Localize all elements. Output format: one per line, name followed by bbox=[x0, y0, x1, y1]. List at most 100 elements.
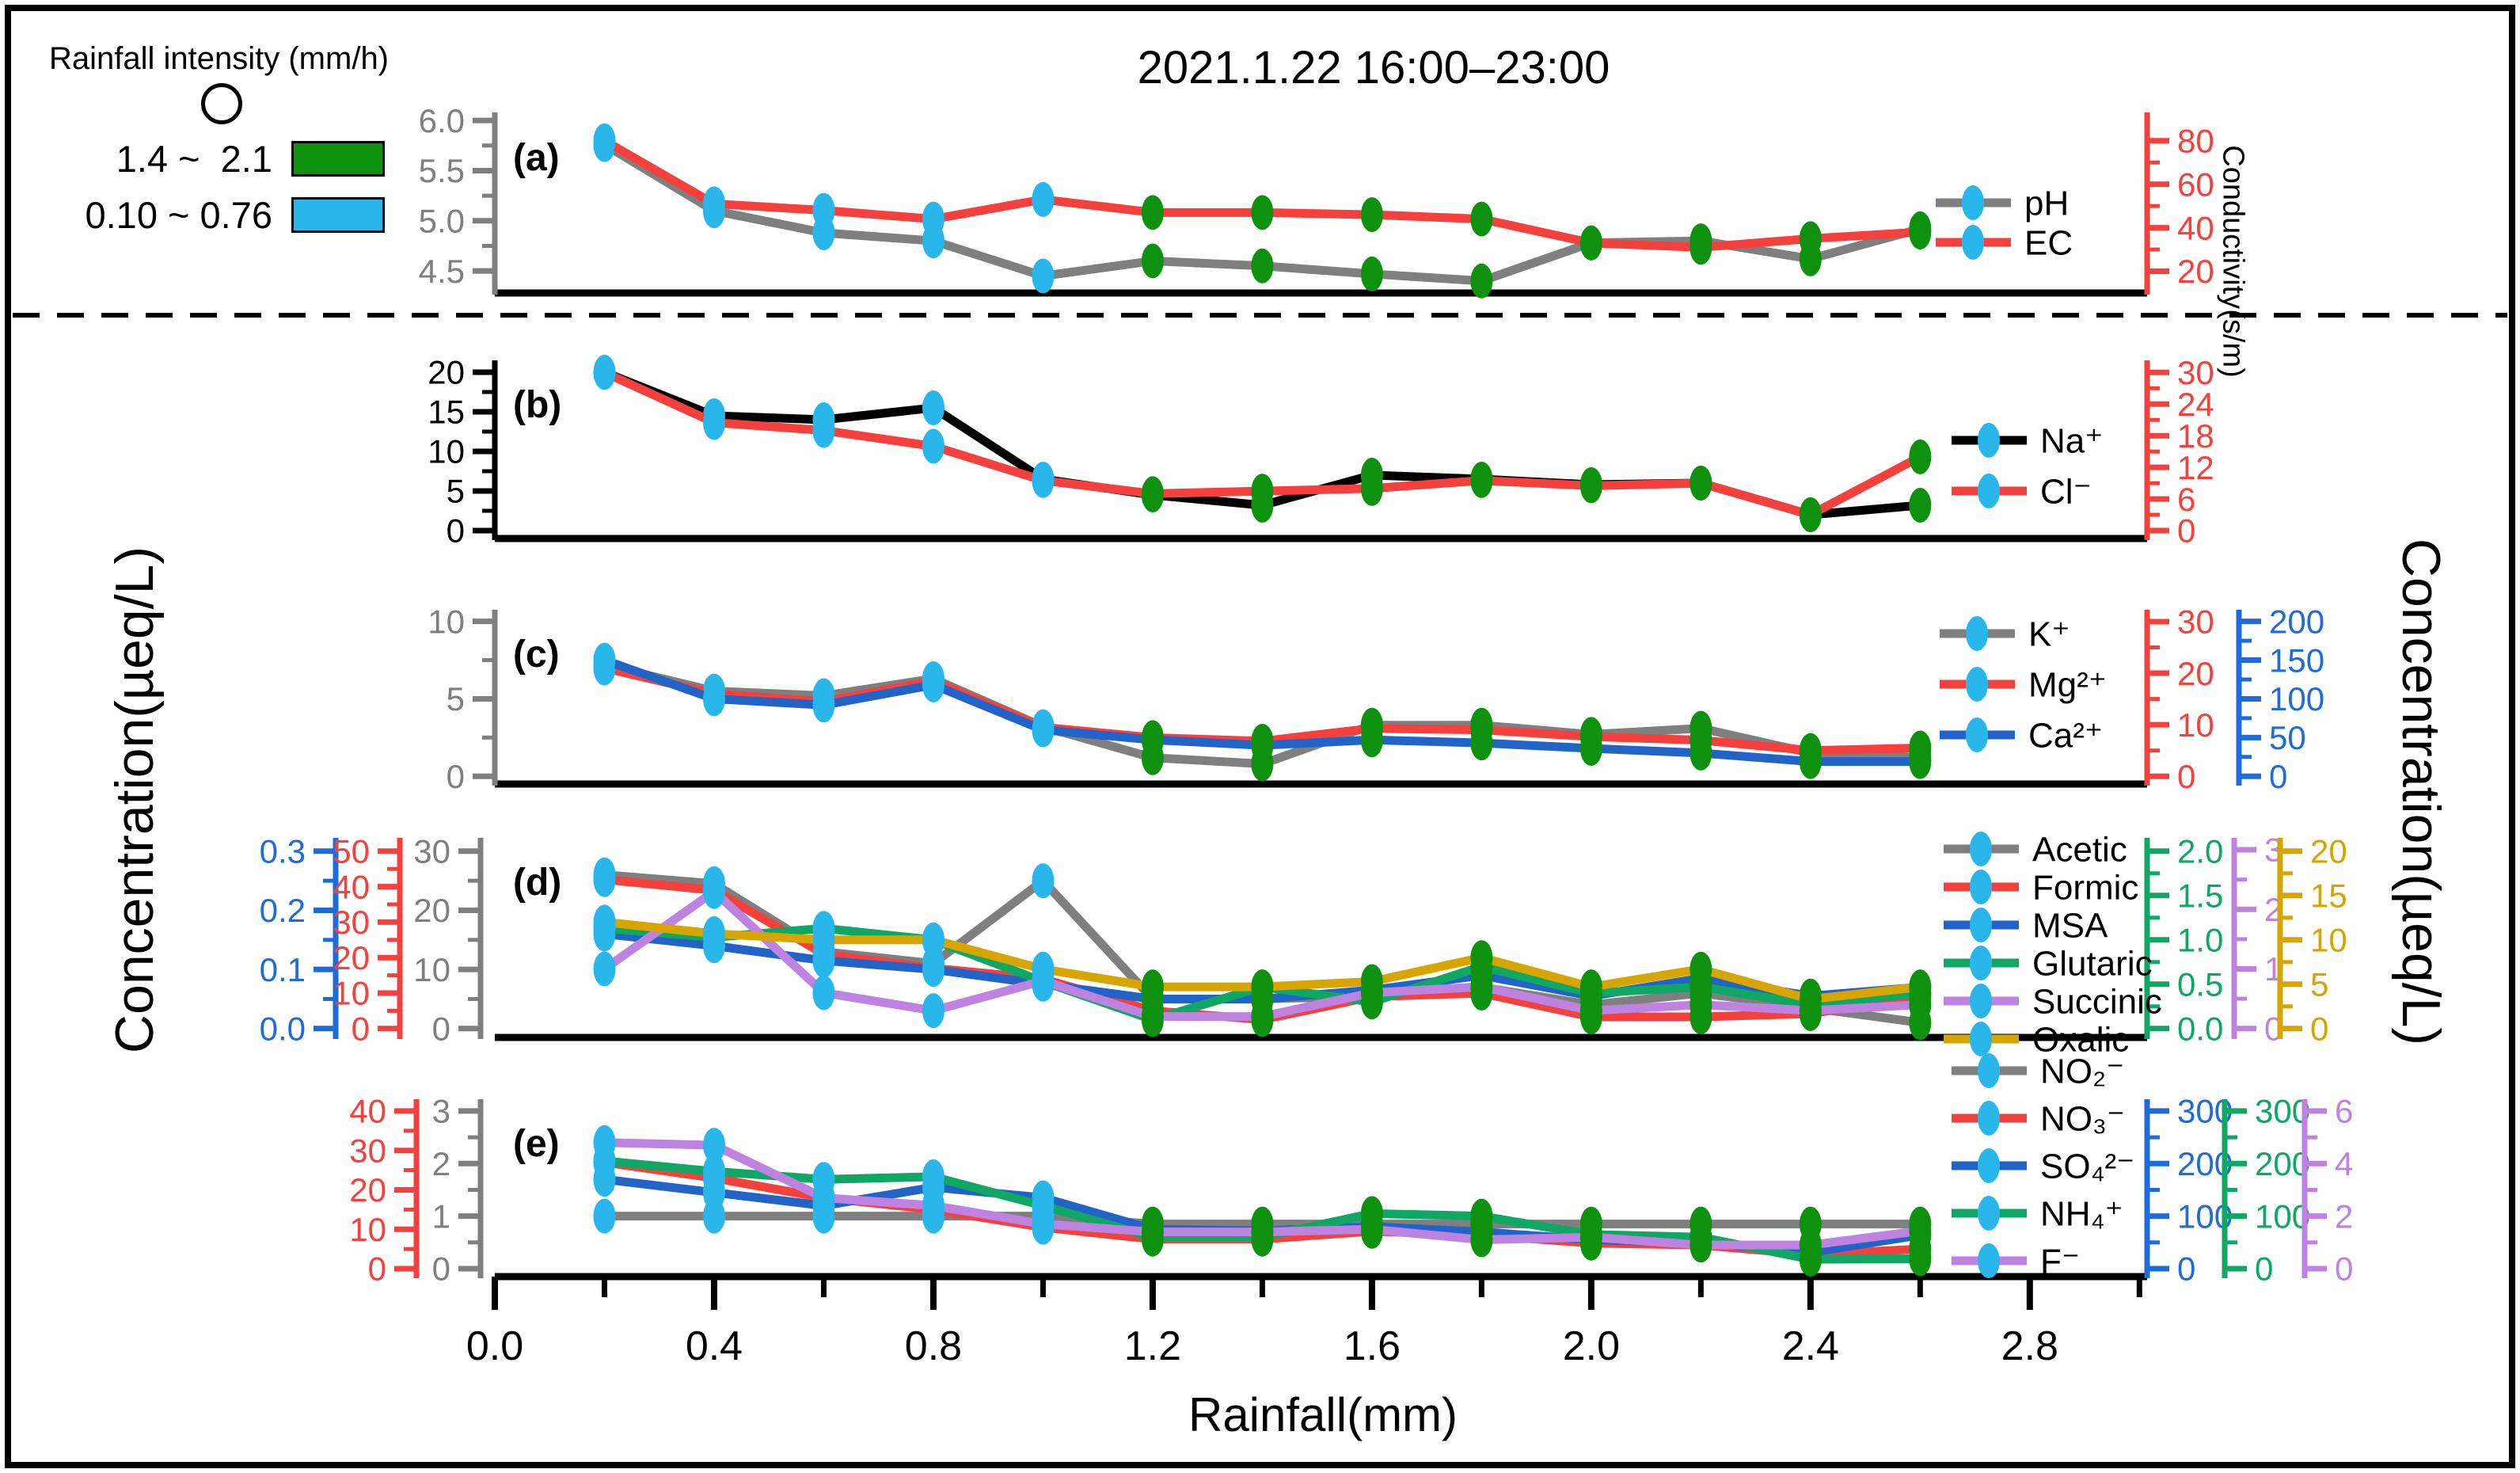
data-marker bbox=[812, 413, 835, 448]
data-marker bbox=[1579, 1220, 1602, 1255]
data-marker bbox=[1251, 195, 1274, 230]
x-tick-label: 1.2 bbox=[1124, 1323, 1181, 1369]
data-marker bbox=[702, 915, 725, 951]
series-a-ec bbox=[593, 123, 1932, 265]
data-marker bbox=[702, 186, 725, 222]
data-marker bbox=[812, 192, 835, 228]
tick-label: 50 bbox=[333, 833, 370, 870]
tick-label: 0 bbox=[352, 1011, 370, 1048]
axis-d-msa: 0.0 0.1 0.2 0.3 bbox=[260, 833, 339, 1048]
tick-label: 5 bbox=[447, 680, 465, 717]
data-marker bbox=[593, 1198, 616, 1234]
data-marker bbox=[1360, 470, 1383, 506]
data-marker bbox=[593, 123, 616, 158]
data-marker bbox=[1470, 462, 1493, 498]
data-marker bbox=[1799, 981, 1822, 1017]
legend-label: SO₄²⁻ bbox=[2040, 1147, 2134, 1186]
data-marker bbox=[812, 1180, 835, 1216]
data-marker bbox=[1470, 1222, 1493, 1258]
x-tick-label: 1.6 bbox=[1344, 1323, 1401, 1369]
legend-item-e-nh4: NH₄⁺ bbox=[1952, 1194, 2123, 1233]
legend-marker bbox=[1970, 870, 1992, 904]
data-marker bbox=[593, 951, 616, 987]
axis-d-oxalic: 0 5 10 15 20 bbox=[2277, 833, 2347, 1048]
series-e-f bbox=[593, 1125, 1932, 1263]
tick-label: 10 bbox=[413, 951, 450, 988]
x-tick-label: 2.8 bbox=[2001, 1323, 2058, 1369]
legend-item-d-msa: MSA bbox=[1944, 906, 2108, 945]
tick-label: 30 bbox=[349, 1132, 386, 1169]
legend-marker bbox=[1978, 1053, 2000, 1088]
data-marker bbox=[922, 993, 945, 1029]
legend-marker bbox=[1962, 185, 1984, 220]
tick-label: 20 bbox=[333, 939, 370, 976]
tick-label: 5.5 bbox=[419, 152, 465, 189]
data-marker bbox=[1141, 476, 1164, 512]
data-marker bbox=[1360, 1212, 1383, 1247]
data-marker bbox=[812, 975, 835, 1011]
tick-label: 0.5 bbox=[2177, 966, 2223, 1003]
legend-label: Glutaric bbox=[2032, 944, 2153, 983]
tick-label: 10 bbox=[2310, 922, 2347, 959]
tick-label: 0 bbox=[432, 1011, 450, 1048]
tick-label: 24 bbox=[2177, 386, 2214, 423]
tick-label: 18 bbox=[2177, 417, 2214, 455]
legend-marker bbox=[1962, 225, 1984, 260]
data-marker bbox=[1579, 731, 1602, 767]
legend-label: Succinic bbox=[2032, 982, 2162, 1021]
axis-d-glutaric: 0.0 0.5 1.0 1.5 2.0 bbox=[2144, 833, 2223, 1048]
legend-marker bbox=[1966, 667, 1988, 702]
data-marker bbox=[702, 874, 725, 909]
legend-label: Formic bbox=[2032, 868, 2138, 907]
data-marker bbox=[702, 405, 725, 440]
legend-item-b-cl: Cl⁻ bbox=[1952, 472, 2092, 511]
data-marker bbox=[1470, 969, 1493, 1005]
tick-label: 5.0 bbox=[419, 203, 465, 240]
tick-label: 100 bbox=[2269, 680, 2324, 717]
data-marker bbox=[1579, 969, 1602, 1005]
data-marker bbox=[1909, 215, 1932, 250]
tick-label: 0 bbox=[368, 1250, 386, 1288]
intensity-row-high: 1.4 ~ 2.1 bbox=[38, 137, 513, 181]
tick-label: 0.1 bbox=[260, 951, 306, 988]
data-marker bbox=[922, 952, 945, 988]
x-tick-label: 0.0 bbox=[466, 1323, 523, 1369]
tick-label: 1.0 bbox=[2177, 922, 2223, 959]
tick-label: 5 bbox=[447, 473, 465, 510]
tick-label: 0 bbox=[2335, 1250, 2353, 1288]
tick-label: 6 bbox=[2177, 481, 2195, 518]
legend-marker bbox=[1970, 984, 1992, 1018]
tick-label: 0.3 bbox=[260, 833, 306, 870]
data-marker bbox=[1032, 462, 1055, 498]
tick-label: 20 bbox=[2177, 253, 2214, 290]
legend-marker bbox=[1970, 1022, 1992, 1056]
series-c-ca bbox=[593, 642, 1932, 779]
data-marker bbox=[1251, 474, 1274, 509]
tick-label: 0 bbox=[447, 512, 465, 550]
data-marker bbox=[1470, 201, 1493, 237]
legend-label: Mg²⁺ bbox=[2028, 665, 2107, 704]
tick-label: 40 bbox=[2177, 209, 2214, 246]
legend-item-c-mg: Mg²⁺ bbox=[1940, 665, 2107, 704]
data-marker bbox=[1690, 1228, 1712, 1263]
tick-label: 0 bbox=[447, 758, 465, 795]
tick-label: 6.0 bbox=[419, 102, 465, 139]
tick-label: 20 bbox=[2177, 655, 2214, 692]
tick-label: 80 bbox=[2177, 122, 2214, 159]
series-d-succinic bbox=[593, 874, 1932, 1034]
rainfall-intensity-legend: Rainfall intensity (mm/h) 1.4 ~ 2.1 0.10… bbox=[38, 41, 513, 237]
intensity-legend-title: Rainfall intensity (mm/h) bbox=[49, 41, 390, 76]
legend-item-c-k: K⁺ bbox=[1940, 615, 2070, 653]
data-marker bbox=[1032, 951, 1055, 987]
legend-label: Ca²⁺ bbox=[2028, 716, 2103, 755]
x-axis-title: Rainfall(mm) bbox=[1188, 1388, 1458, 1441]
x-tick-label: 0.8 bbox=[905, 1323, 962, 1369]
data-marker bbox=[593, 904, 616, 940]
data-marker bbox=[812, 922, 835, 957]
tick-label: 15 bbox=[2310, 877, 2347, 915]
legend-marker bbox=[1978, 1101, 2000, 1136]
tick-label: 10 bbox=[349, 1211, 386, 1248]
